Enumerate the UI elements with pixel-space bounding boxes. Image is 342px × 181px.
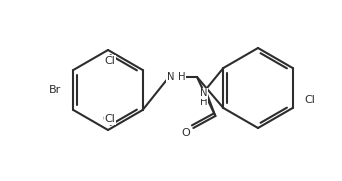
Text: Cl: Cl bbox=[103, 114, 114, 124]
Text: H: H bbox=[200, 97, 207, 107]
Text: Br: Br bbox=[49, 85, 61, 95]
Text: Cl: Cl bbox=[105, 56, 116, 66]
Text: Cl: Cl bbox=[105, 114, 116, 124]
Text: H: H bbox=[178, 72, 185, 82]
Text: O: O bbox=[181, 128, 190, 138]
Text: Cl: Cl bbox=[305, 95, 316, 105]
Text: N: N bbox=[200, 88, 207, 98]
Text: N: N bbox=[167, 72, 174, 82]
